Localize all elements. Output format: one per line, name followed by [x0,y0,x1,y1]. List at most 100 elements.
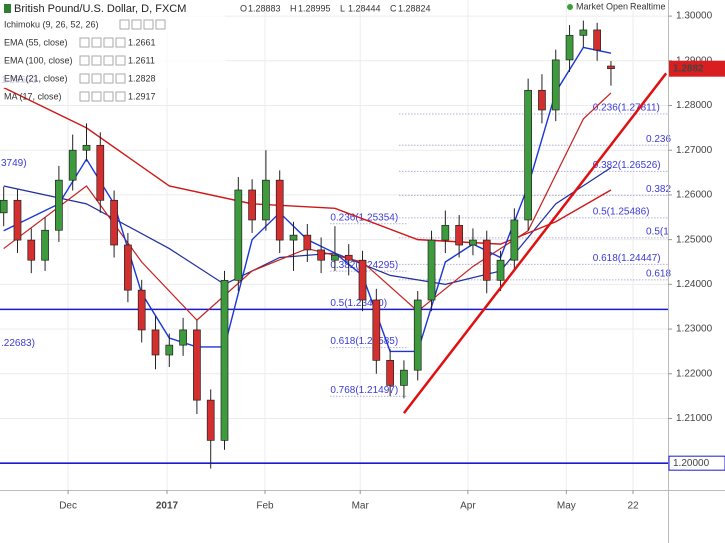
candle-body [482,239,491,281]
legend-icon[interactable] [91,73,102,84]
candle-body [179,329,187,346]
candle-body [551,59,560,111]
legend-value: 1.2611 [128,55,155,65]
last-price-label: 1.2882 [673,63,704,74]
legend-icon[interactable] [103,91,114,102]
y-tick-label: 1.30000 [676,11,713,22]
candle-body [579,29,588,36]
y-tick-label: 1.26000 [676,190,713,201]
candle-body [358,259,367,301]
legend-icon[interactable] [119,19,130,30]
ohlc-letter: L [340,3,345,13]
fib-label: 0.5(1.25486) [593,207,650,218]
candle-body [524,89,532,221]
y-tick-label: 1.27000 [676,145,713,156]
y-tick-label: 1.28000 [676,100,713,111]
market-status: Market Open [576,1,628,11]
legend-icon[interactable] [155,19,166,30]
fib-label: 0.768(1.21497) [330,385,398,396]
legend-icon[interactable] [103,55,114,66]
candle-body [137,289,146,331]
trendline [402,72,668,414]
legend-icon[interactable] [91,37,102,48]
legend: British Pound/U.S. Dollar, D, FXCM Marke… [0,0,666,102]
candle-body [331,254,339,261]
candle-body [151,329,160,356]
indicator-line [3,86,612,245]
x-tick-label: Apr [460,501,476,512]
candle-body [206,399,215,441]
fib-label: 0.618(1.24447) [593,253,661,264]
ohlc-value: 1.28444 [348,3,381,13]
legend-icon[interactable] [91,55,102,66]
ohlc-letter: O [240,3,247,13]
candle-body [386,359,394,386]
y-tick-label: 1.22000 [676,368,713,379]
fib-label: 0.5(1 [646,226,669,237]
y-tick-label: 1.23000 [676,324,713,335]
plot: 0.236(1.25354)0.382(1.24295)0.5(1.23440)… [0,20,671,469]
candle-body [593,29,602,51]
candle-body [400,369,408,386]
candle-body [0,199,8,214]
fib-label: 0.5(1.23440) [330,298,387,309]
indicator-name: Ichimoku (9, 26, 52, 26) [4,19,99,29]
candle-body [234,189,243,281]
candle-body [510,219,519,261]
symbol-title: British Pound/U.S. Dollar, D, FXCM [14,3,186,15]
candle-body [289,234,298,241]
legend-icon[interactable] [91,91,102,102]
legend-icon[interactable] [115,37,126,48]
candle-body [110,199,118,246]
legend-icon[interactable] [79,37,90,48]
ohlc-letter: H [290,3,297,13]
candle-body [220,279,229,441]
candle-body [496,259,505,281]
legend-icon[interactable] [79,73,90,84]
candle-body [469,239,477,246]
y-tick-label: 1.21000 [676,413,713,424]
x-tick-label: 2017 [156,501,179,512]
candle-body [372,299,381,361]
fib-label: 0.618 [646,269,671,280]
legend-icon[interactable] [79,55,90,66]
candle-body [607,65,615,70]
candle-body [262,179,270,221]
legend-icon[interactable] [115,55,126,66]
legend-icon[interactable] [115,73,126,84]
legend-icon[interactable] [103,73,114,84]
candle-body [317,249,325,261]
candle-body [275,179,284,241]
legend-icon[interactable] [131,19,142,30]
ohlc-letter: C [390,3,397,13]
candle-body [248,189,256,221]
fib-label: 0.382 [646,184,671,195]
clipped-label: .22683) [1,338,35,349]
candle-body [441,224,450,241]
clipped-label: 3749) [1,158,27,169]
last-price-box [669,60,725,77]
legend-icon[interactable] [143,19,154,30]
candle-body [124,244,132,291]
y-tick-label: 1.24000 [676,279,713,290]
market-dot [567,4,573,10]
symbol-icon [4,4,11,13]
fib-label: 0.236(1.25354) [330,212,398,223]
candle-body [413,299,422,371]
fib-label: 0.236(1.27811) [593,103,660,114]
ohlc-value: 1.28995 [298,3,331,13]
candle-body [41,229,49,261]
x-tick-label: 22 [627,501,639,512]
axes: 1.300001.290001.280001.270001.260001.250… [59,11,725,512]
candle-body [303,234,312,251]
x-tick-label: Mar [352,501,370,512]
legend-value: 1.2828 [128,73,156,83]
fib-label: 0.382(1.26526) [593,160,661,171]
legend-value: 1.2917 [128,91,156,101]
fib-label: 0.618(1.22585) [330,336,398,347]
market-mode: Realtime [630,1,666,11]
legend-icon[interactable] [103,37,114,48]
legend-icon[interactable] [79,91,90,102]
legend-icon[interactable] [115,91,126,102]
